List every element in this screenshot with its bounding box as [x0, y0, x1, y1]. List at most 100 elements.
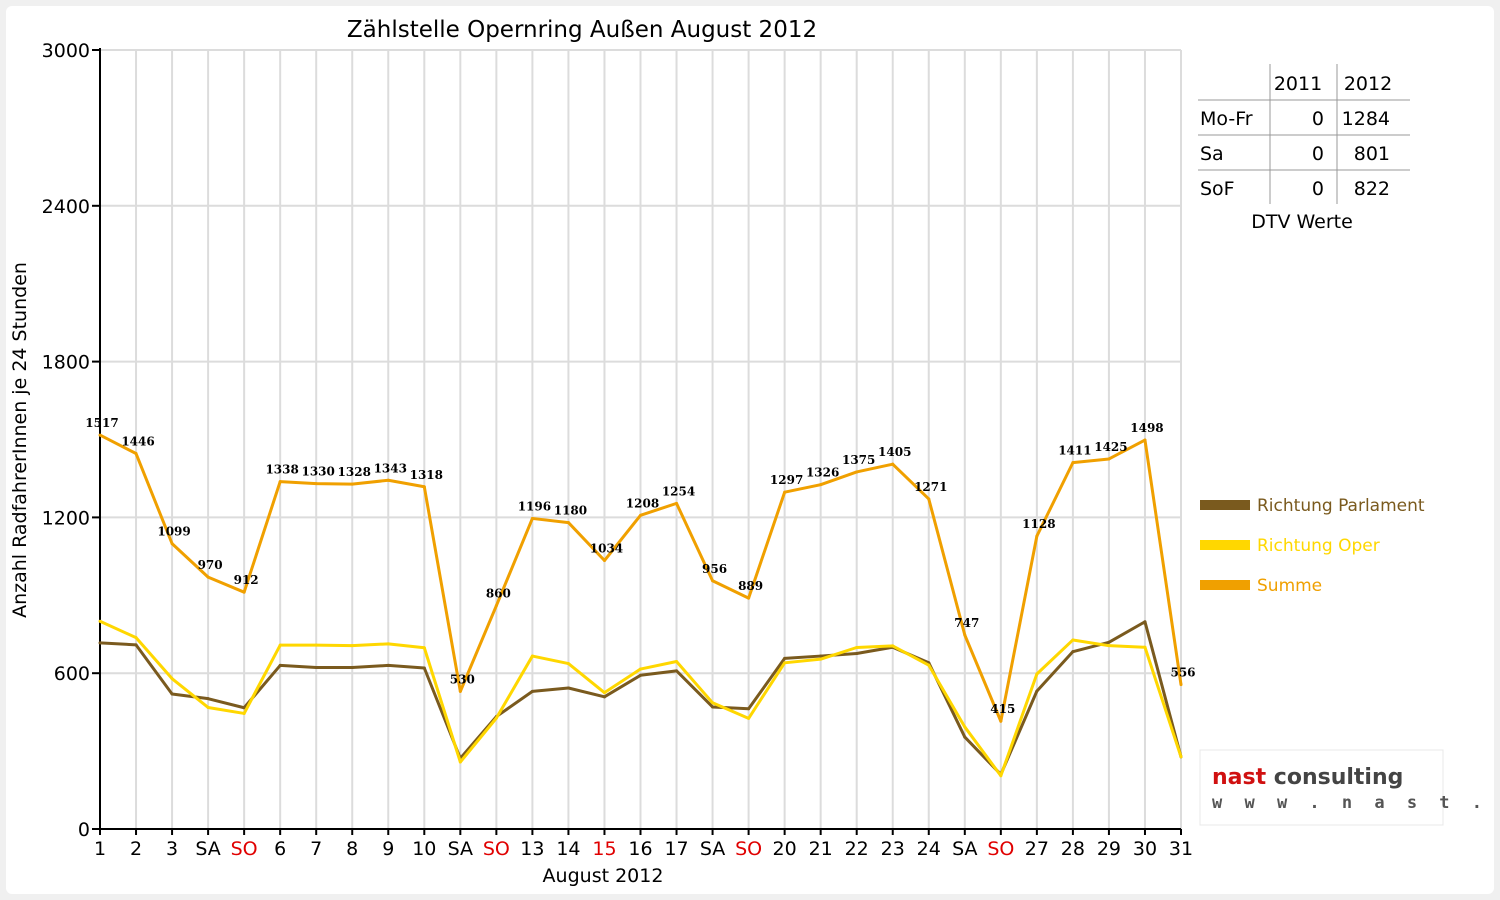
series-point: [386, 663, 390, 667]
legend: Richtung Parlament Richtung Oper Summe: [1200, 496, 1425, 596]
table-caption: DTV Werte: [1251, 211, 1353, 233]
series-point: [891, 644, 895, 648]
x-ticks: 1 2 3 SA SO 6 7 8 9 10 SA SO 13 14 15 16 17 SA SO 20 21 22 23 2…: [94, 829, 1193, 860]
y-tick-label: 0: [78, 819, 90, 841]
series-point: [242, 706, 246, 710]
x-tick-label: 3: [166, 838, 178, 860]
series-point: [458, 760, 462, 764]
series-point: [1071, 650, 1075, 654]
series-point: [891, 462, 895, 466]
series-point: [170, 677, 174, 681]
data-label: 1271: [914, 480, 947, 494]
series-point: [98, 433, 102, 437]
x-tick-label: 2: [130, 838, 142, 860]
series-point: [602, 559, 606, 563]
data-label: 1425: [1094, 440, 1127, 454]
legend-swatch: [1200, 540, 1250, 550]
x-tick-label: 27: [1025, 838, 1049, 860]
series-point: [314, 643, 318, 647]
series-point: [1179, 683, 1183, 687]
x-tick-label: 31: [1169, 838, 1193, 860]
x-tick-label: 16: [628, 838, 652, 860]
x-tick-label: SA: [448, 838, 473, 860]
series-point: [530, 654, 534, 658]
x-tick-label: 15: [592, 838, 616, 860]
series-point: [602, 691, 606, 695]
series-point: [675, 501, 679, 505]
series-point: [206, 697, 210, 701]
series-point: [1035, 534, 1039, 538]
x-tick-label: SA: [952, 838, 977, 860]
y-tick-label: 1800: [42, 352, 90, 374]
series-point: [566, 662, 570, 666]
data-label: 956: [702, 562, 727, 576]
series-point: [927, 497, 931, 501]
legend-label: Summe: [1257, 576, 1322, 596]
series-point: [711, 579, 715, 583]
series-point: [675, 660, 679, 664]
x-tick-label: 13: [520, 838, 544, 860]
series-point: [602, 695, 606, 699]
series-point: [314, 665, 318, 669]
series-point: [422, 485, 426, 489]
series-point: [494, 716, 498, 720]
x-tick-label: 17: [664, 838, 688, 860]
data-label: 1405: [878, 445, 911, 459]
chart-frame: [6, 6, 1494, 894]
series-point: [675, 669, 679, 673]
table-row-label: Sa: [1200, 143, 1224, 165]
data-label: 1099: [157, 525, 190, 539]
x-tick-label: 8: [346, 838, 358, 860]
series-point: [711, 705, 715, 709]
data-label: 415: [990, 702, 1015, 716]
series-point: [855, 651, 859, 655]
series-point: [639, 673, 642, 677]
series-point: [783, 661, 787, 665]
x-tick-label: 6: [274, 838, 286, 860]
series-point: [1035, 689, 1039, 693]
logo-brand-part1: nast: [1212, 765, 1267, 790]
legend-label: Richtung Parlament: [1257, 496, 1425, 516]
x-tick-label: SA: [195, 838, 220, 860]
data-label: 1338: [265, 463, 298, 477]
table-cell-2012: 822: [1354, 178, 1390, 200]
data-label: 1517: [85, 416, 118, 430]
data-label: 889: [738, 579, 763, 593]
series-point: [530, 689, 534, 693]
series-point: [927, 663, 931, 667]
series-point: [350, 665, 354, 669]
series-point: [350, 482, 354, 486]
y-tick-label: 2400: [42, 196, 90, 218]
x-tick-label: SA: [700, 838, 725, 860]
table-row-label: Mo-Fr: [1200, 108, 1253, 130]
series-point: [278, 480, 282, 484]
series-point: [530, 516, 534, 520]
x-tick-label: SO: [735, 838, 762, 860]
series-point: [999, 719, 1003, 723]
x-tick-label: 1: [94, 838, 106, 860]
x-tick-label: 9: [382, 838, 394, 860]
series-point: [711, 701, 715, 705]
series-point: [747, 596, 751, 600]
series-point: [422, 646, 426, 650]
series-point: [747, 716, 751, 720]
data-label: 1297: [770, 473, 803, 487]
legend-label: Richtung Oper: [1257, 536, 1380, 556]
series-point: [494, 604, 498, 608]
table-header-2011: 2011: [1274, 73, 1322, 95]
data-label: 1180: [554, 504, 587, 518]
data-label: 1375: [842, 453, 875, 467]
logo-box: [1199, 749, 1444, 826]
data-label: 556: [1170, 666, 1195, 680]
series-point: [855, 645, 859, 649]
series-point: [458, 689, 462, 693]
data-label: 1328: [338, 465, 371, 479]
series-point: [963, 633, 967, 637]
x-tick-label: 21: [809, 838, 833, 860]
series-point: [1071, 461, 1075, 465]
y-tick-label: 3000: [42, 40, 90, 62]
legend-swatch: [1200, 500, 1250, 510]
data-label: 1034: [590, 542, 623, 556]
series-point: [783, 656, 787, 660]
